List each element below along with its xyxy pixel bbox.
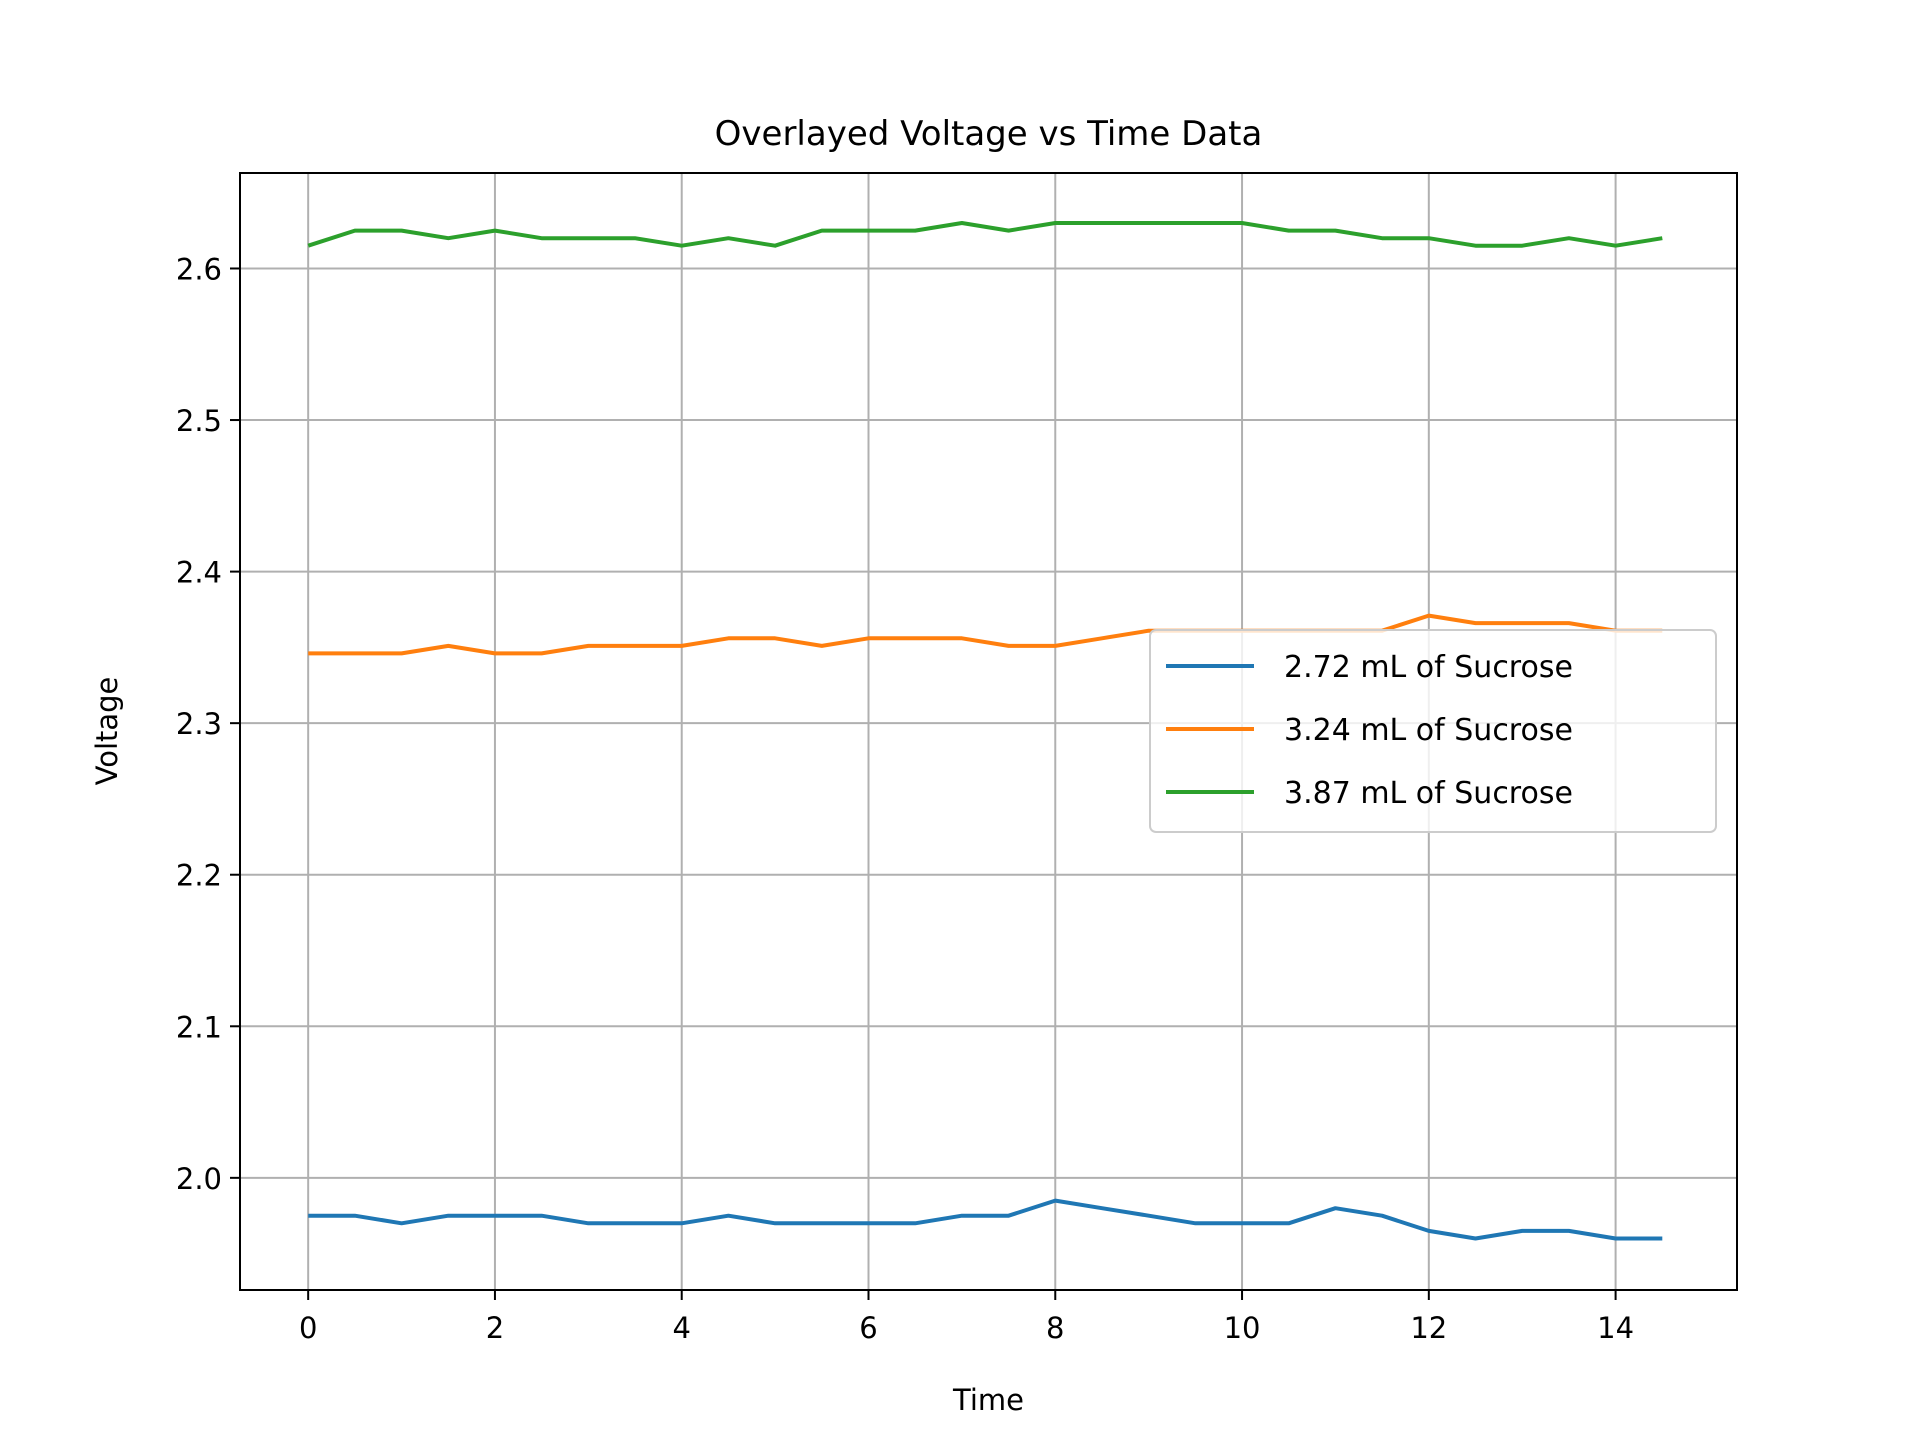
plot-frame [239, 172, 1738, 1291]
legend-label-2: 3.24 mL of Sucrose [1284, 713, 1573, 748]
x-tick-label: 14 [1597, 1311, 1634, 1345]
x-axis-label: Time [952, 1383, 1024, 1417]
y-tick-label: 2.4 [176, 556, 222, 590]
series-line-2 [308, 613, 1663, 656]
y-tick-label: 2.2 [176, 859, 222, 893]
y-tick-label: 2.6 [176, 252, 222, 286]
axis-ticks: 0 2 4 6 8 10 12 14 2.0 2.1 2.2 2.3 2.4 2.5 2.6 [176, 252, 1634, 1345]
x-tick-label: 2 [486, 1311, 504, 1345]
y-tick-label: 2.5 [176, 404, 222, 438]
legend-label-1: 2.72 mL of Sucrose [1284, 650, 1573, 685]
x-tick-label: 12 [1410, 1311, 1447, 1345]
legend: 2.72 mL of Sucrose 3.24 mL of Sucrose 3.… [1149, 629, 1717, 833]
y-tick-label: 2.3 [176, 707, 222, 741]
legend-box [1149, 629, 1717, 833]
y-axis-label: Voltage [90, 677, 124, 786]
grid [240, 173, 1737, 1290]
x-tick-label: 8 [1046, 1311, 1064, 1345]
y-tick-label: 2.0 [176, 1162, 222, 1196]
chart-title: Overlayed Voltage vs Time Data [715, 114, 1263, 154]
plot-lines [307, 221, 1663, 1241]
x-tick-label: 4 [672, 1311, 690, 1345]
x-tick-label: 10 [1224, 1311, 1261, 1345]
legend-label-3: 3.87 mL of Sucrose [1284, 776, 1573, 811]
series-line-1 [308, 1198, 1663, 1241]
x-tick-label: 0 [299, 1311, 317, 1345]
y-tick-label: 2.1 [176, 1010, 222, 1044]
x-tick-label: 6 [859, 1311, 877, 1345]
series-line-3 [307, 221, 1663, 248]
